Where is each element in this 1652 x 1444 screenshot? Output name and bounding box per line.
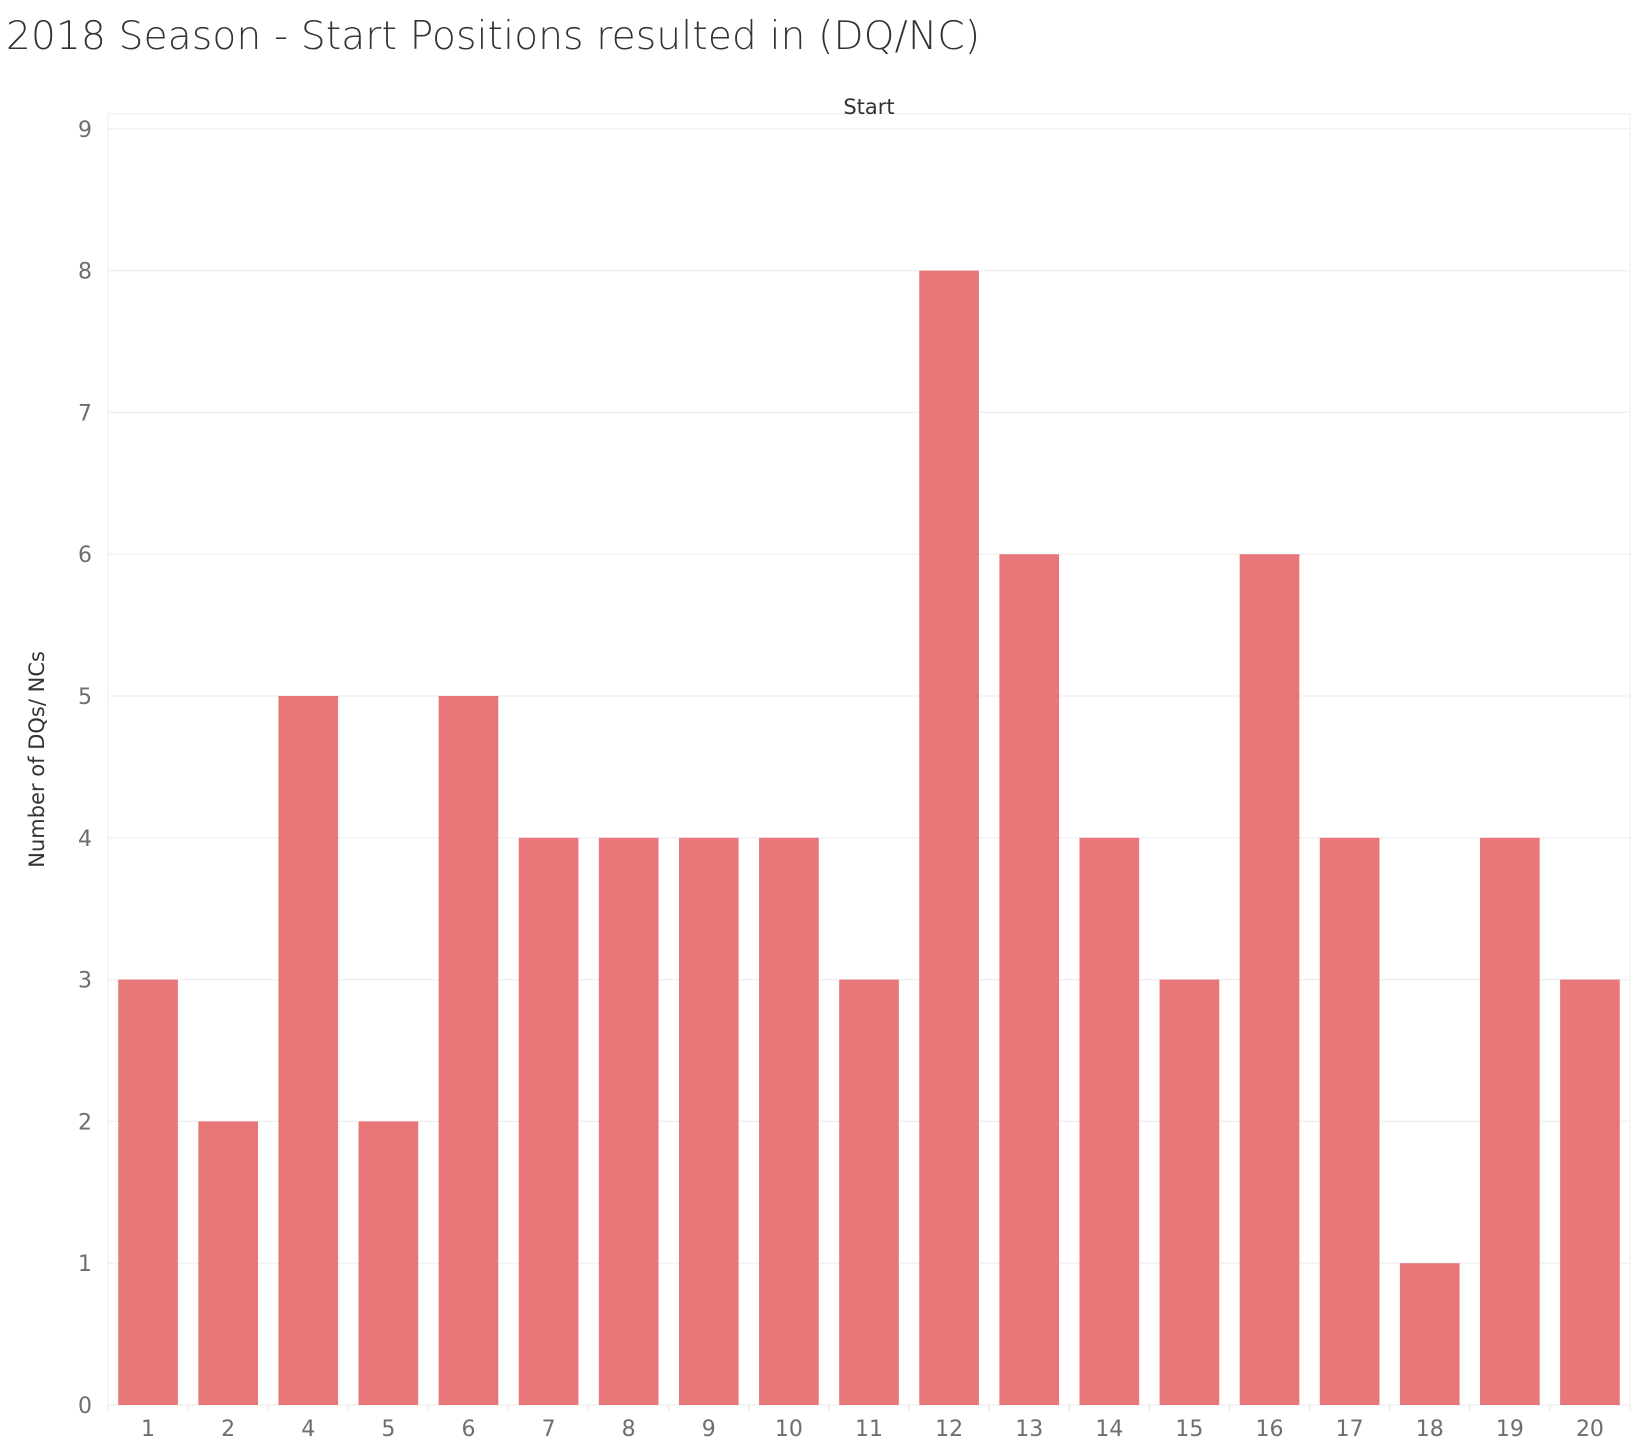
bar-start-19[interactable]	[1480, 837, 1540, 1405]
bar-start-1[interactable]	[118, 979, 178, 1405]
chart-title: 2018 Season - Start Positions resulted i…	[6, 14, 981, 59]
bar-start-13[interactable]	[999, 554, 1060, 1405]
x-tick-label: 1	[141, 1417, 155, 1442]
y-tick-label: 1	[78, 1252, 92, 1277]
x-tick-label: 19	[1496, 1417, 1524, 1442]
x-tick-label: 6	[461, 1417, 475, 1442]
y-tick-label: 0	[78, 1394, 92, 1419]
x-tick-label: 2	[221, 1417, 235, 1442]
bar-start-15[interactable]	[1159, 979, 1220, 1405]
x-tick-label: 18	[1416, 1417, 1444, 1442]
bar-start-7[interactable]	[518, 837, 579, 1405]
x-tick-label: 11	[855, 1417, 883, 1442]
y-tick-label: 3	[78, 969, 92, 994]
bar-start-2[interactable]	[198, 1121, 258, 1405]
bar-start-9[interactable]	[678, 837, 739, 1405]
y-tick-label: 7	[78, 401, 92, 426]
x-tick-label: 5	[381, 1417, 395, 1442]
x-tick-label: 7	[542, 1417, 556, 1442]
bar-start-18[interactable]	[1399, 1263, 1460, 1405]
bars	[118, 270, 1620, 1406]
y-tick-label: 5	[78, 685, 92, 710]
y-tick-label: 2	[78, 1110, 92, 1135]
bar-start-12[interactable]	[919, 270, 979, 1406]
x-tick-label: 13	[1015, 1417, 1043, 1442]
y-tick-label: 4	[78, 827, 92, 852]
bar-start-20[interactable]	[1560, 979, 1620, 1405]
x-tick-label: 20	[1576, 1417, 1604, 1442]
y-axis-ticks: 0 1 2 3 4 5 6 7 8 9	[78, 118, 92, 1419]
y-tick-label: 8	[78, 260, 92, 285]
x-axis-ticks: 1 2 4 5 6 7 8 9 10 11 12 13 14 15 16 17 18 19 20	[107, 1405, 1631, 1442]
y-tick-label: 6	[78, 543, 92, 568]
x-tick-label: 12	[935, 1417, 963, 1442]
y-tick-label: 9	[78, 118, 92, 143]
x-tick-label: 16	[1256, 1417, 1284, 1442]
x-tick-label: 8	[622, 1417, 636, 1442]
bar-start-6[interactable]	[438, 696, 499, 1405]
x-tick-label: 14	[1095, 1417, 1123, 1442]
bar-start-5[interactable]	[358, 1121, 419, 1405]
x-axis-title: Start	[843, 95, 894, 119]
bar-start-17[interactable]	[1319, 837, 1380, 1405]
x-tick-label: 9	[702, 1417, 716, 1442]
bar-start-10[interactable]	[759, 837, 819, 1405]
bar-start-16[interactable]	[1239, 554, 1300, 1405]
bar-start-8[interactable]	[598, 837, 659, 1405]
x-tick-label: 10	[775, 1417, 803, 1442]
x-tick-label: 15	[1175, 1417, 1203, 1442]
bar-start-4[interactable]	[278, 696, 339, 1405]
x-tick-label: 4	[301, 1417, 315, 1442]
y-axis-title: Number of DQs/ NCs	[25, 651, 49, 868]
bar-start-14[interactable]	[1079, 837, 1140, 1405]
x-tick-label: 17	[1336, 1417, 1364, 1442]
bar-start-11[interactable]	[839, 979, 899, 1405]
